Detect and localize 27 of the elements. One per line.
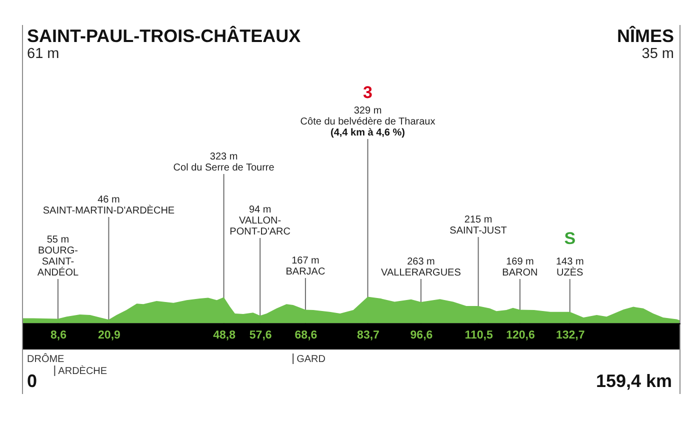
text: DRÔME — [27, 353, 65, 365]
text: 55 m BOURG- SAINT- ANDÉOL — [37, 234, 79, 278]
ref-line-label: ARDÈCHE — [58, 365, 108, 377]
text: 3 329 m Côte du belvédère de Tharaux (4,4 km à 4,6 %) — [300, 83, 436, 138]
x-tick-label: 20,9 — [98, 330, 120, 342]
text: 215 m SAINT-JUST — [450, 214, 507, 236]
x-tick-label: 132,7 — [556, 330, 585, 342]
x-tick-label: 110,5 — [464, 330, 494, 342]
x-tick-label: 48,8 — [213, 330, 236, 342]
x-tick-label: 120,6 — [506, 330, 535, 342]
text: 263 m VALLERARGUES — [381, 256, 462, 278]
text: 46 m SAINT-MARTIN-D'ARDÈCHE — [42, 194, 175, 216]
x-tick-label: 96,6 — [410, 330, 433, 342]
ref-line-label: GARD — [296, 354, 326, 365]
text: 169 m BARON — [502, 256, 538, 278]
text: 0 — [27, 371, 38, 391]
text: NÎMES 35 m — [616, 25, 674, 62]
x-tick-label: 8,6 — [50, 330, 66, 342]
x-tick-label: 83,7 — [357, 330, 380, 342]
text: 323 m Col du Serre de Tourre — [173, 152, 275, 174]
text: 159,4 km — [596, 371, 672, 391]
x-tick-label: 57,6 — [249, 330, 272, 342]
x-tick-label: 68,6 — [294, 330, 318, 342]
text: SAINT-PAUL-TROIS-CHÂTEAUX 61 m — [27, 25, 301, 62]
text: 94 m VALLON- PONT-D'ARC — [230, 204, 290, 238]
text: 167 m BARJAC — [286, 256, 326, 278]
text: S 143 m UZÈS — [556, 229, 584, 278]
